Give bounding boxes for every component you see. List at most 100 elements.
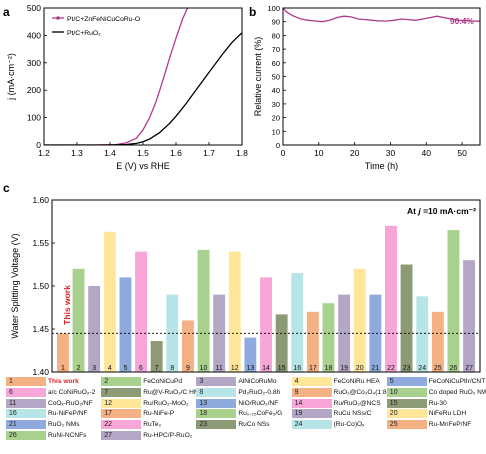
panel-c-legend-number: 24 (291, 420, 332, 430)
panel-c-legend-item-14: 14 Ru/RuO₂@NCS (291, 398, 381, 409)
panel-c-letter: c (3, 181, 10, 195)
panel-c-annotation-prefix: At (407, 206, 418, 216)
panel-c-legend-label: Ru-30 (428, 399, 447, 407)
panel-c-bar-number-8: 8 (170, 365, 174, 372)
panel-c-bar-27 (463, 260, 475, 372)
panel-c-legend-label: AlNiCoRuMo (238, 378, 277, 385)
panel-b-ytick-label: 10 (272, 127, 280, 136)
panel-a-legend-label: Pt/C+RuO₂ (67, 30, 101, 37)
panel-a-xtick-label: 1.7 (203, 148, 215, 158)
panel-c-legend-item-3: 3 AlNiCoRuMo (196, 376, 277, 387)
panel-c-legend-item-17: 17 Ru-NiFe-P (101, 408, 174, 419)
panel-c-legend-item-27: 27 Ru-HPC/P-RuO₂ (101, 430, 192, 441)
panel-b-ytick-label: 90 (272, 18, 280, 27)
panel-c-legend-label: RuO₂ NMs (48, 421, 80, 429)
panel-a-legend-marker (56, 16, 60, 20)
panel-b-xtick-label: 0 (281, 148, 286, 158)
panel-b-annotation: 90.4% (450, 16, 475, 26)
panel-c-legend-item-20: 20 NiFeRu LDH (386, 408, 467, 419)
panel-c-bar-number-13: 13 (247, 365, 255, 372)
panel-c-bar-17 (306, 311, 319, 372)
panel-c-legend-label: RuTe₂ (143, 421, 162, 429)
panel-c-bar-10 (197, 249, 210, 372)
panel-c-legend-label: This work (48, 378, 79, 385)
panel-c-ytick-label: 1.45 (32, 324, 49, 334)
panel-c-legend-label: NiFeRu LDH (428, 410, 467, 418)
panel-c-legend-number: 9 (291, 387, 332, 397)
panel-c-legend-label: FeCoNiCuPtIr/CNT (428, 378, 486, 385)
panel-c-legend-label: Pd₂RuO₂-0.8h (238, 388, 281, 396)
panel-b-ylabel: Relative current (%) (253, 37, 263, 117)
panel-b-xtick-label: 20 (350, 148, 360, 158)
panel-a-frame (43, 7, 243, 146)
panel-a-xtick-label: 1.8 (236, 148, 248, 158)
panel-c-bar-number-12: 12 (231, 365, 239, 372)
panel-c-legend-item-16: 16 Ru-NiFeP/NF (6, 408, 88, 419)
panel-c-bar-13 (244, 337, 257, 372)
panel-c-legend-item-1: 1 This work (6, 376, 79, 387)
panel-c-legend-label: Ru-MnFeP/NF (428, 421, 472, 429)
panel-c-legend-label: a/c CoNiRuO₂-2 (48, 388, 96, 396)
panel-b-ytick-label: 50 (272, 73, 280, 82)
panel-c-legend-item-9: 9 RuO₂@Co₂O₄(1:8) (291, 387, 389, 398)
panel-c-bar-number-3: 3 (92, 365, 96, 372)
panel-c-bar-20 (353, 268, 366, 372)
panel-c-ylabel: Water Splitting Voltage (V) (10, 233, 20, 338)
panel-a-ytick-label: 0 (36, 140, 41, 150)
panel-c-bar-number-11: 11 (215, 365, 222, 372)
panel-b-ytick-label: 80 (272, 31, 280, 40)
panel-a-legend-label: Pt/C+ZnFeNiCuCoRu-O (67, 16, 140, 23)
panel-c-legend-item-18: 18 Ru₀.₂₅CoFe₂/G (196, 408, 282, 419)
panel-b-ytick-label: 100 (267, 4, 280, 13)
panel-c-legend-number: 26 (6, 431, 46, 440)
panel-c-legend-label: Ru-NiFeP/NF (48, 410, 88, 418)
panel-c-legend-label: Co doped RuO₂ NWs (428, 388, 486, 396)
panel-c-ytick-label: 1.50 (32, 281, 49, 291)
panel-c-bar-26 (447, 230, 460, 372)
panel-c-bar-number-24: 24 (418, 365, 426, 372)
panel-c-legend-item-22: 22 RuTe₂ (101, 419, 161, 430)
panel-c-legend-item-13: 13 NiO/RuO₂/NF (196, 398, 278, 409)
panel-a-ytick-label: 100 (27, 113, 41, 123)
panel-c-bar-7 (150, 341, 163, 372)
panel-c-legend-number: 19 (291, 409, 332, 419)
panel-c-bar-number-27: 27 (465, 365, 473, 372)
panel-c-legend-label: Ru/RuO₂-MoO₂ (143, 399, 189, 407)
panel-c-legend-number: 1 (6, 377, 46, 386)
panel-b-ytick-label: 30 (272, 100, 280, 109)
panel-c-legend-label: NiO/RuO₂/NF (238, 399, 279, 407)
panel-c-legend-item-8: 8 Pd₂RuO₂-0.8h (196, 387, 280, 398)
panel-b-frame (282, 7, 481, 146)
panel-a-ytick-label: 200 (27, 85, 41, 95)
panel-c-annotation: At j =10 mA·cm⁻² (407, 206, 476, 216)
panel-c-bar-number-4: 4 (108, 365, 112, 372)
panel-c-legend-number: 11 (6, 398, 46, 408)
panel-c-bar-1 (57, 333, 69, 372)
panel-c-legend-number: 25 (386, 420, 427, 430)
panel-c-ytick-label: 1.40 (32, 367, 49, 376)
panel-c-legend-number: 2 (101, 377, 142, 386)
panel-c-bar-number-26: 26 (450, 365, 458, 372)
panel-c-bar-6 (135, 251, 147, 372)
panel-c-legend-item-5: 5 FeCoNiCuPtIr/CNT (386, 376, 486, 387)
panel-c-bar-number-15: 15 (278, 365, 286, 372)
panel-c-legend-item-7: 7 Ru@V-RuO₂/C HM S (101, 387, 206, 398)
panel-c-bar-4 (103, 231, 116, 372)
panel-c-bar-5 (119, 277, 132, 372)
panel-c-legend-label: FeCoNiRu HEA (333, 378, 380, 385)
panel-a-xlabel: E (V) vs RHE (116, 161, 170, 171)
panel-c-legend-number: 27 (101, 431, 142, 440)
panel-c-legend-number: 4 (291, 377, 332, 386)
panel-c-legend-number: 10 (386, 387, 427, 397)
panel-c-legend-label: Ru/RuO₂@NCS (333, 399, 381, 407)
panel-c-bar-number-6: 6 (139, 365, 143, 372)
panel-c-bar-25 (431, 311, 444, 372)
panel-c-legend-item-25: 25 Ru-MnFeP/NF (386, 419, 472, 430)
panel-c-legend-item-11: 11 CoOₓ-RuO₂/NF (6, 398, 93, 409)
panel-c-legend-label: RuCo NSs (238, 421, 270, 429)
panel-c-legend-item-15: 15 Ru-30 (386, 398, 447, 409)
panel-c-legend-number: 5 (386, 377, 427, 386)
panel-c-bar-number-10: 10 (200, 365, 208, 372)
panel-c-bar-12 (228, 251, 241, 372)
panel-c-legend-number: 13 (196, 398, 237, 408)
